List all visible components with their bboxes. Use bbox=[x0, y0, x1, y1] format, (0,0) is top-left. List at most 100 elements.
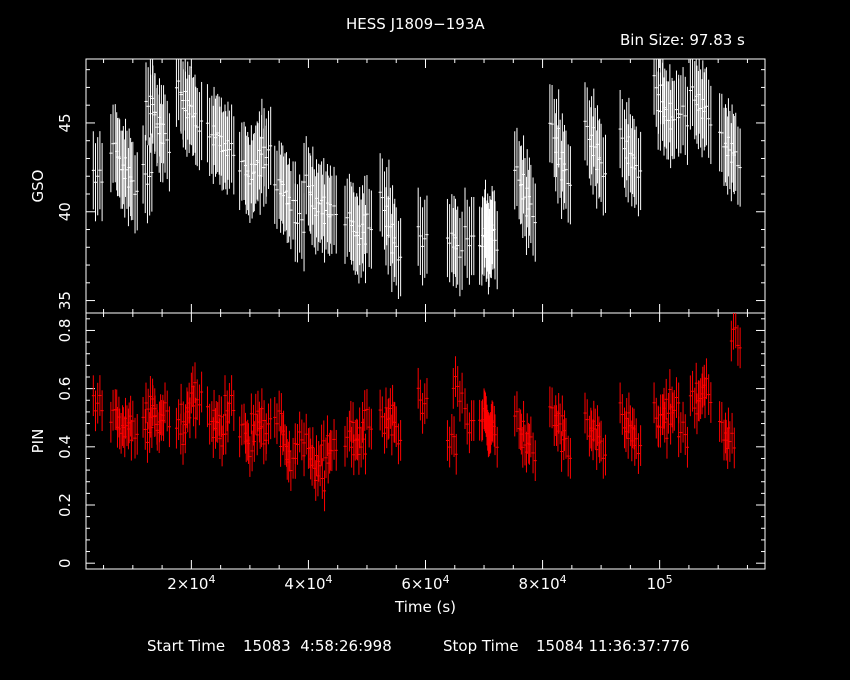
pin-point bbox=[694, 362, 707, 422]
pin-ytick-label: 0 bbox=[56, 558, 74, 568]
gso-point bbox=[361, 175, 373, 269]
gso-point bbox=[308, 153, 321, 248]
gso-point bbox=[486, 191, 499, 290]
start-time-value: 15083 4:58:26:998 bbox=[243, 637, 392, 655]
pin-point bbox=[349, 400, 362, 461]
x-tick-label: 4×104 bbox=[284, 573, 332, 593]
gso-point bbox=[320, 158, 332, 254]
chart-title: HESS J1809−193A bbox=[346, 15, 485, 33]
gso-point bbox=[519, 146, 531, 239]
pin-point bbox=[560, 418, 572, 479]
gso-point bbox=[217, 96, 230, 190]
gso-point bbox=[349, 181, 362, 275]
gso-point bbox=[624, 114, 637, 208]
gso-point bbox=[677, 67, 689, 165]
pin-point bbox=[700, 358, 713, 423]
pin-ytick-label: 0.2 bbox=[56, 493, 74, 517]
pin-point bbox=[624, 405, 637, 466]
pin-point bbox=[723, 412, 736, 469]
pin-ytick-label: 0.8 bbox=[56, 319, 74, 343]
pin-point bbox=[293, 411, 306, 477]
gso-point bbox=[688, 59, 701, 144]
gso-point bbox=[260, 98, 273, 197]
pin-point bbox=[217, 395, 230, 455]
gso-point bbox=[153, 75, 166, 173]
gso-point bbox=[355, 193, 368, 284]
gso-point bbox=[325, 163, 338, 256]
pin-point bbox=[121, 402, 133, 461]
pin-point bbox=[141, 396, 154, 463]
pin-point bbox=[729, 313, 742, 369]
gso-ytick-label: 45 bbox=[56, 113, 74, 132]
gso-axis-label: GSO bbox=[29, 170, 47, 203]
gso-point bbox=[481, 189, 493, 288]
gso-point bbox=[662, 70, 675, 169]
gso-point bbox=[91, 131, 104, 222]
pin-point bbox=[513, 391, 526, 455]
gso-point bbox=[390, 203, 403, 300]
gso-point bbox=[343, 173, 356, 271]
x-tick-label: 6×104 bbox=[401, 573, 449, 593]
pin-point bbox=[361, 389, 373, 450]
pin-point bbox=[126, 395, 139, 459]
gso-panel: 35 40 45 GSO bbox=[29, 58, 766, 314]
pin-point bbox=[238, 403, 250, 464]
gso-point bbox=[463, 187, 476, 285]
gso-ytick-label: 35 bbox=[56, 291, 74, 310]
pin-point bbox=[463, 388, 476, 454]
pin-point bbox=[483, 392, 496, 454]
gso-point bbox=[223, 104, 236, 195]
pin-point bbox=[302, 413, 315, 480]
pin-point bbox=[355, 418, 368, 475]
pin-point bbox=[343, 410, 356, 476]
stop-time-label: Stop Time bbox=[443, 637, 519, 655]
pin-point bbox=[486, 401, 499, 468]
pin-point bbox=[211, 402, 224, 467]
gso-point bbox=[729, 112, 742, 207]
gso-point bbox=[513, 127, 526, 224]
gso-point bbox=[560, 130, 572, 225]
gso-point bbox=[595, 120, 608, 216]
pin-point bbox=[191, 362, 204, 426]
bin-size-label: Bin Size: 97.83 s bbox=[620, 31, 745, 49]
pin-point bbox=[325, 415, 338, 474]
pin-point bbox=[179, 383, 192, 446]
gso-point bbox=[445, 194, 458, 288]
gso-point bbox=[249, 123, 262, 215]
gso-point bbox=[718, 93, 730, 187]
pin-point bbox=[205, 386, 218, 445]
gso-point bbox=[378, 153, 391, 250]
x-tick-label: 8×104 bbox=[518, 573, 566, 593]
gso-point bbox=[126, 137, 139, 234]
gso-point bbox=[159, 94, 171, 192]
pin-point bbox=[677, 401, 689, 468]
gso-point bbox=[589, 105, 602, 197]
gso-point bbox=[694, 59, 707, 150]
pin-point bbox=[656, 394, 669, 459]
pin-point bbox=[718, 401, 730, 461]
pin-point bbox=[451, 356, 464, 422]
pin-point bbox=[519, 409, 531, 468]
gso-point bbox=[191, 74, 204, 171]
pin-point bbox=[595, 416, 608, 479]
pin-axis-label: PIN bbox=[29, 429, 47, 454]
gso-point bbox=[483, 179, 496, 275]
pin-point bbox=[314, 445, 327, 512]
gso-point bbox=[630, 118, 643, 217]
gso-point bbox=[243, 126, 256, 223]
gso-point bbox=[141, 125, 154, 224]
gso-point bbox=[554, 113, 567, 204]
pin-point bbox=[185, 372, 198, 439]
gso-point bbox=[583, 82, 596, 179]
pin-point bbox=[390, 401, 403, 465]
pin-point bbox=[308, 427, 321, 489]
gso-point bbox=[211, 93, 224, 191]
gso-point bbox=[238, 121, 250, 216]
x-tick-label: 105 bbox=[647, 573, 673, 593]
stop-time-value: 15084 11:36:37:776 bbox=[536, 637, 690, 655]
gso-point bbox=[273, 140, 286, 235]
pin-point bbox=[416, 367, 429, 434]
pin-frame bbox=[85, 312, 766, 570]
pin-point bbox=[243, 412, 256, 477]
